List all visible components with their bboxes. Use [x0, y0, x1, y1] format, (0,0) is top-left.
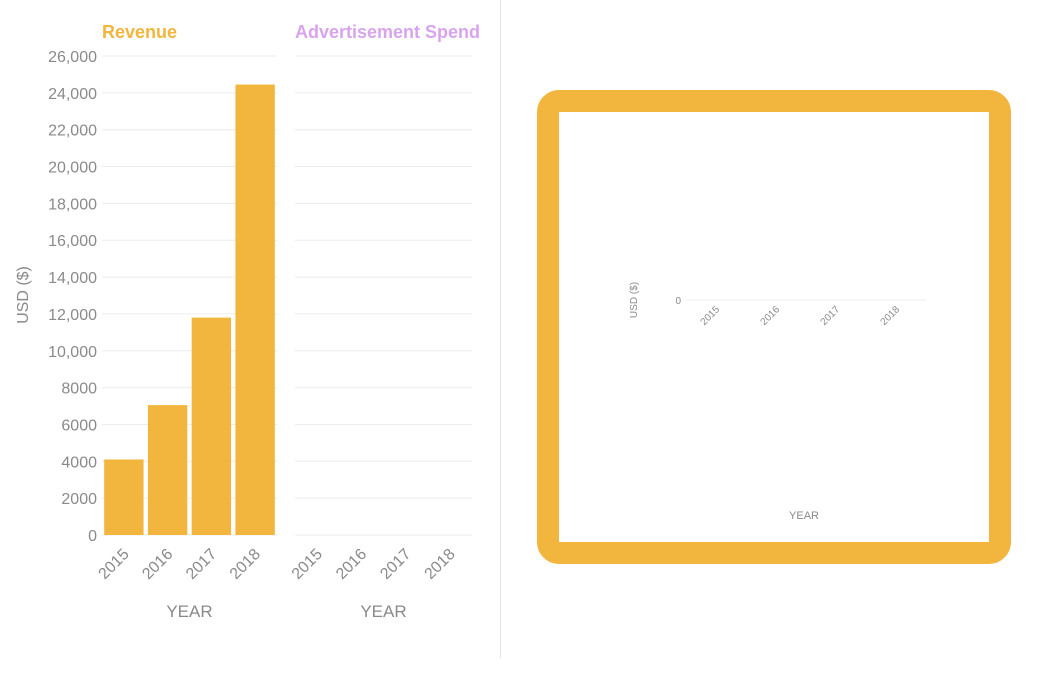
bar-2018 — [235, 84, 275, 535]
y-tick-label: 26,000 — [48, 49, 97, 66]
bar-2015 — [104, 459, 144, 535]
x-axis-label: YEAR — [166, 602, 212, 621]
y-tick-label: 2000 — [61, 491, 97, 508]
facet-title: Advertisement Spend — [295, 22, 480, 42]
y-axis-label: USD ($) — [15, 266, 32, 324]
bar-2017 — [191, 317, 232, 535]
y-tick-label: 22,000 — [48, 123, 97, 140]
y-tick-label: 20,000 — [48, 160, 97, 177]
mini-x-tick-label: 2017 — [819, 304, 843, 328]
y-tick-label: 14,000 — [48, 270, 97, 287]
mini-y-axis-label: USD ($) — [629, 282, 640, 318]
panel-divider — [500, 0, 501, 658]
y-tick-label: 18,000 — [48, 196, 97, 213]
y-tick-label: 0 — [88, 528, 97, 545]
y-tick-label: 12,000 — [48, 307, 97, 324]
y-tick-label: 10,000 — [48, 344, 97, 361]
mini-x-tick-label: 2015 — [699, 304, 723, 328]
mini-x-axis-label: YEAR — [789, 510, 819, 522]
mini-x-tick-label: 2016 — [759, 304, 783, 328]
facet-title: Revenue — [102, 22, 177, 42]
mini-x-tick-label: 2018 — [879, 304, 903, 328]
y-tick-label: 16,000 — [48, 233, 97, 250]
y-tick-label: 24,000 — [48, 86, 97, 103]
y-tick-label: 4000 — [61, 454, 97, 471]
chart-drop-frame[interactable] — [537, 90, 1011, 564]
y-tick-label: 8000 — [61, 381, 97, 398]
x-axis-label: YEAR — [360, 602, 406, 621]
bar-2016 — [147, 405, 188, 535]
y-tick-label: 6000 — [61, 417, 97, 434]
faceted-bar-chart: 0 2000 4000 6000 8000 10,000 12,000 14,000 16,00… — [15, 22, 480, 621]
mini-y-tick-label: 0 — [675, 296, 681, 307]
